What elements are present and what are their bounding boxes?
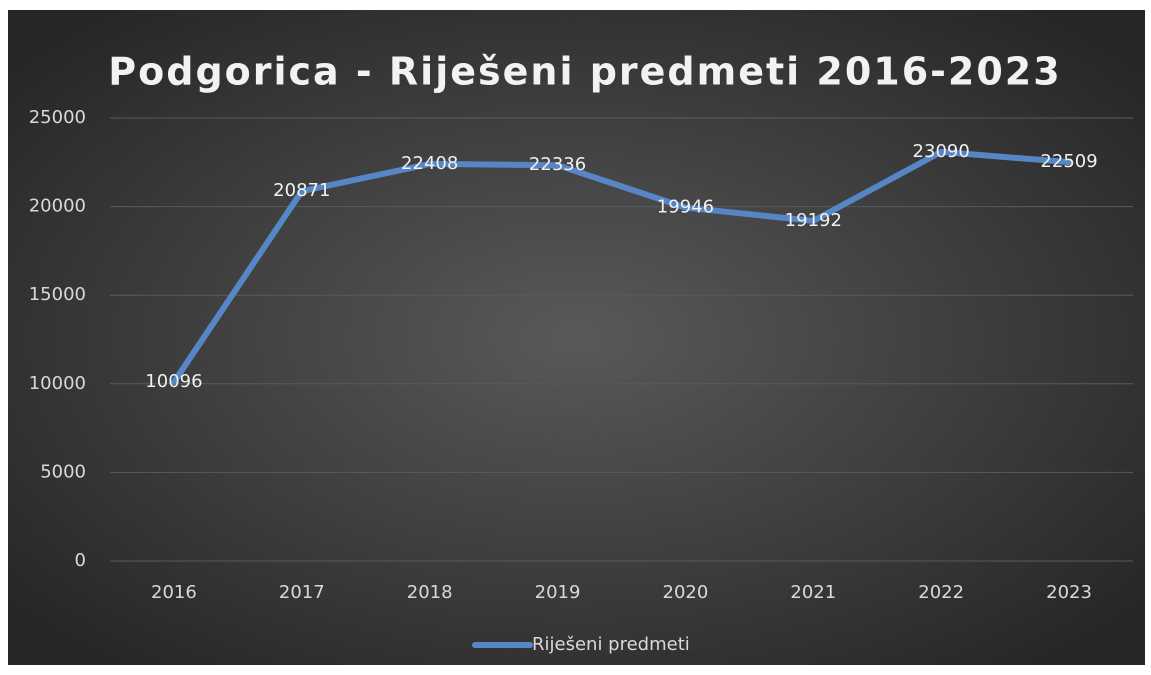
data-label: 23090 <box>913 141 970 162</box>
x-tick-label: 2022 <box>918 582 964 603</box>
x-tick-label: 2016 <box>151 582 197 603</box>
y-tick-label: 25000 <box>29 107 86 128</box>
x-tick-label: 2023 <box>1046 582 1092 603</box>
data-line <box>170 148 1073 386</box>
x-tick-label: 2019 <box>535 582 581 603</box>
x-tick-label: 2017 <box>279 582 325 603</box>
chart-title: Podgorica - Riješeni predmeti 2016-2023 <box>108 50 1061 94</box>
data-label: 19192 <box>785 210 842 231</box>
x-tick-label: 2020 <box>663 582 709 603</box>
y-tick-label: 15000 <box>29 284 86 305</box>
data-label: 22509 <box>1040 151 1097 172</box>
x-tick-label: 2018 <box>407 582 453 603</box>
data-label: 19946 <box>657 197 714 218</box>
y-tick-label: 10000 <box>29 373 86 394</box>
x-tick-label: 2021 <box>790 582 836 603</box>
y-tick-label: 0 <box>75 550 86 571</box>
data-label: 20871 <box>273 180 330 201</box>
legend-label: Riješeni predmeti <box>532 634 690 655</box>
data-label: 22336 <box>529 154 586 175</box>
chart-background <box>8 10 1145 665</box>
y-tick-label: 5000 <box>40 461 86 482</box>
data-label: 22408 <box>401 153 458 174</box>
y-tick-label: 20000 <box>29 196 86 217</box>
data-label: 10096 <box>145 371 202 392</box>
